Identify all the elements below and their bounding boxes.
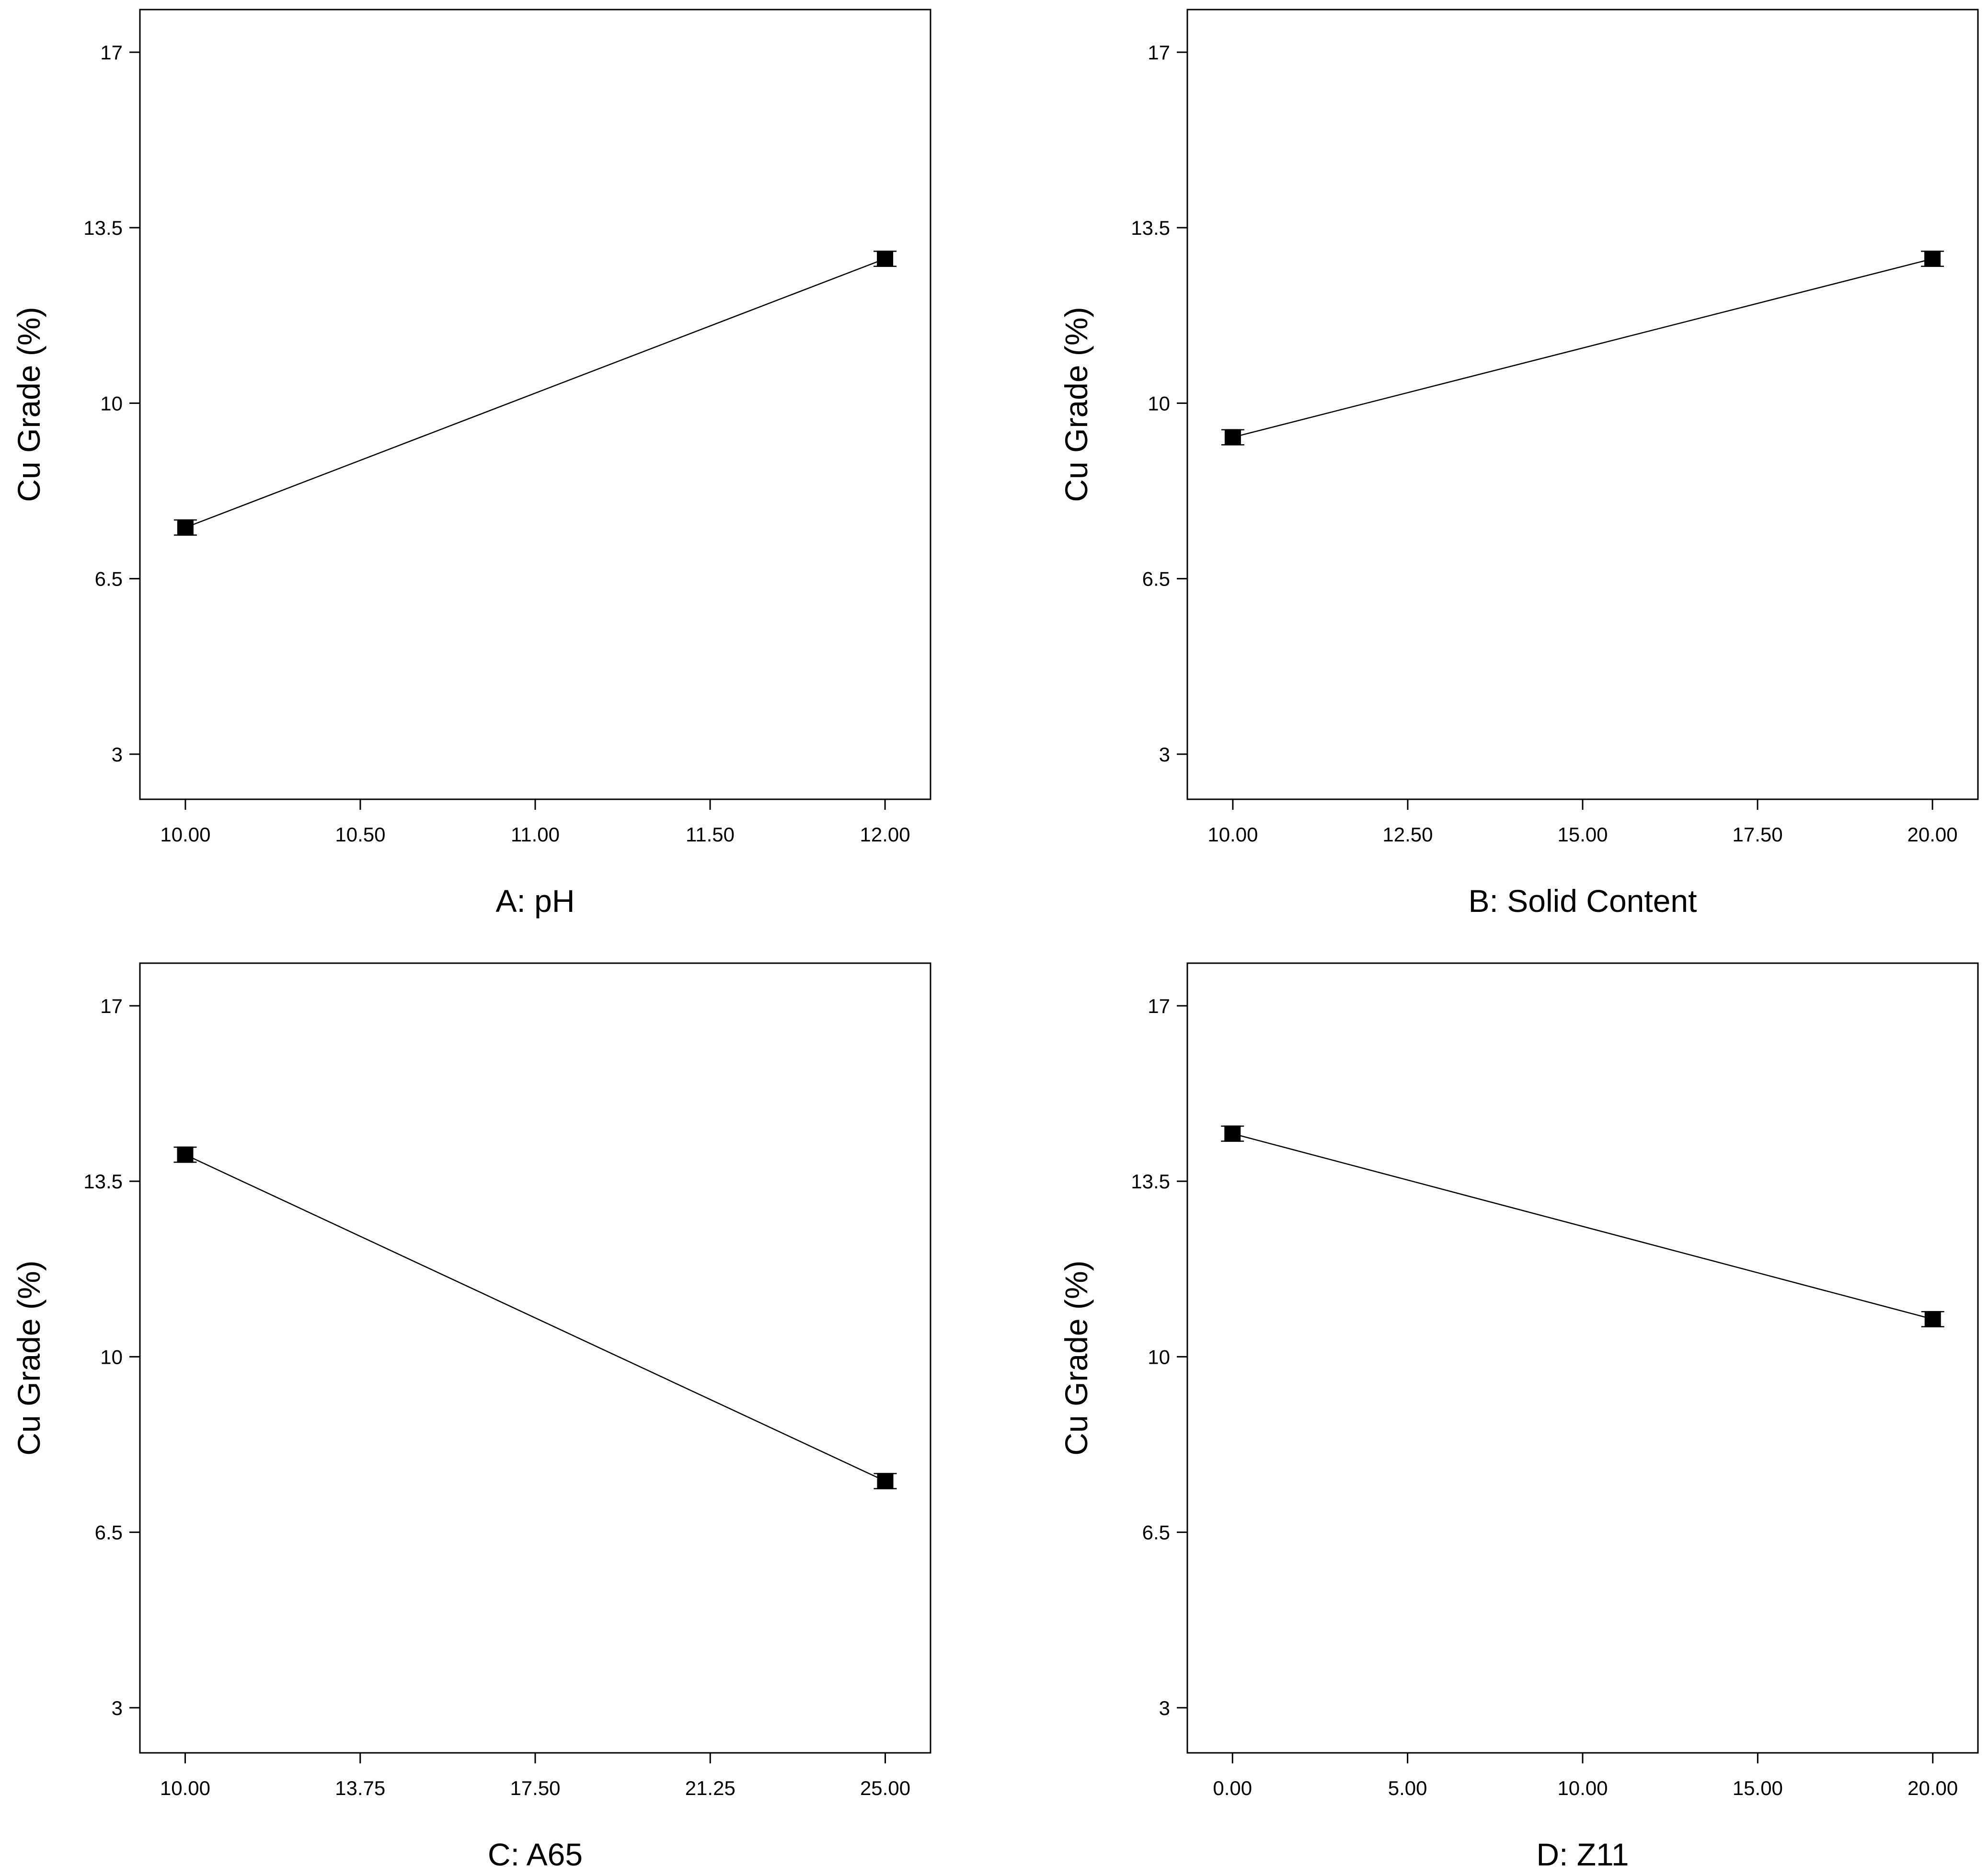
data-point-marker: [1924, 251, 1941, 267]
y-tick-label: 17: [1148, 995, 1170, 1017]
x-tick-label: 17.50: [510, 1777, 560, 1799]
y-tick-label: 6.5: [1142, 568, 1170, 590]
y-tick-label: 13.5: [1131, 1170, 1170, 1193]
x-tick-label: 20.00: [1908, 823, 1958, 846]
x-tick-label: 15.00: [1557, 823, 1608, 846]
plot-frame: [1186, 9, 1979, 800]
x-tick-label: 12.50: [1382, 823, 1433, 846]
x-tick-label: 10.00: [1207, 823, 1258, 846]
y-tick-label: 3: [1159, 743, 1170, 766]
y-tick-label: 3: [112, 743, 123, 766]
y-axis-label: Cu Grade (%): [1058, 307, 1094, 502]
series-line: [185, 258, 885, 529]
data-point-marker: [877, 1473, 894, 1489]
x-tick-label: 10.00: [160, 1777, 210, 1799]
y-tick-label: 10: [1148, 392, 1170, 414]
y-tick-label: 10: [100, 1346, 123, 1368]
x-tick-label: 10.50: [335, 823, 385, 846]
x-tick-label: 17.50: [1732, 823, 1782, 846]
x-tick-label: 20.00: [1908, 1777, 1958, 1799]
y-tick-label: 3: [1159, 1697, 1170, 1719]
y-tick-label: 10: [1148, 1346, 1170, 1368]
chart-panel-bottom-left: 3 6.5 10 13.5 17 10.00 13.75 17.50 21.25 25.00 C: …: [11, 962, 931, 1872]
data-point-marker: [877, 251, 894, 267]
plot-frame: [1186, 962, 1979, 1754]
data-point-marker: [1924, 1311, 1941, 1327]
x-tick-label: 25.00: [860, 1777, 910, 1799]
data-point-marker: [177, 1146, 194, 1163]
y-axis-label: Cu Grade (%): [11, 1260, 46, 1455]
y-axis-label: Cu Grade (%): [1058, 1260, 1094, 1455]
y-tick-label: 17: [100, 41, 123, 64]
y-tick-label: 6.5: [95, 1521, 123, 1544]
x-tick-label: 10.00: [1557, 1777, 1608, 1799]
y-tick-label: 10: [100, 392, 123, 414]
y-tick-label: 13.5: [1131, 217, 1170, 239]
series-line: [184, 1154, 886, 1482]
x-tick-label: 5.00: [1388, 1777, 1427, 1799]
x-tick-label: 11.50: [686, 823, 735, 846]
x-tick-label: 0.00: [1213, 1777, 1252, 1799]
x-axis-label: B: Solid Content: [1469, 883, 1697, 919]
x-axis-label: D: Z11: [1536, 1837, 1629, 1872]
chart-panel-top-left: 3 6.5 10 13.5 17 10.00 10.50 11.00 11.50 12.00 A: …: [11, 9, 931, 919]
chart-panel-top-right: 3 6.5 10 13.5 17 10.00 12.50 15.00 17.50 20.00 B: …: [1058, 9, 1979, 919]
x-tick-label: 11.00: [511, 823, 560, 846]
data-point-marker: [177, 519, 194, 536]
x-tick-label: 21.25: [685, 1777, 735, 1799]
y-tick-label: 3: [112, 1697, 123, 1719]
x-tick-label: 10.00: [160, 823, 210, 846]
plot-frame: [139, 962, 931, 1754]
y-tick-label: 6.5: [95, 568, 123, 590]
chart-panel-bottom-right: 3 6.5 10 13.5 17 0.00 5.00 10.00 15.00 20.00 D: Z1…: [1058, 962, 1979, 1872]
plot-frame: [139, 9, 931, 800]
x-axis-label: A: pH: [495, 883, 575, 919]
data-point-marker: [1224, 1125, 1241, 1142]
y-tick-label: 13.5: [83, 1170, 123, 1193]
x-axis-label: C: A65: [488, 1837, 583, 1872]
series-line: [1232, 258, 1933, 438]
x-tick-label: 13.75: [335, 1777, 385, 1799]
y-tick-label: 6.5: [1142, 1521, 1170, 1544]
y-tick-label: 17: [1148, 41, 1170, 64]
data-point-marker: [1224, 429, 1241, 446]
x-tick-label: 12.00: [860, 823, 910, 846]
x-tick-label: 15.00: [1733, 1777, 1783, 1799]
y-axis-label: Cu Grade (%): [11, 307, 46, 502]
series-line: [1232, 1133, 1933, 1320]
y-tick-label: 17: [100, 995, 123, 1017]
y-tick-label: 13.5: [83, 217, 123, 239]
